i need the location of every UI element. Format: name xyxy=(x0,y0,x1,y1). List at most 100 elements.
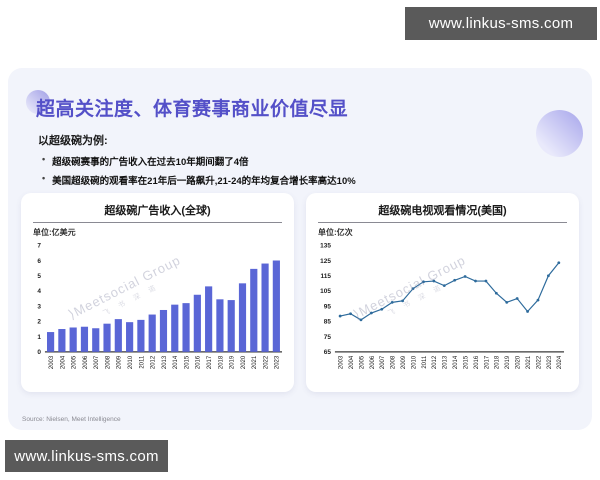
line-chart-card: 超级碗电视观看情况(美国) 单位:亿次 ⟩Meetsocial Group 飞 … xyxy=(306,193,579,392)
x-tick-label: 2016 xyxy=(196,355,202,369)
bullet-dot-icon: • xyxy=(42,173,46,183)
slide-title: 超高关注度、体育赛事商业价值尽显 xyxy=(36,99,349,120)
x-tick-label: 2005 xyxy=(72,355,78,369)
bar xyxy=(92,328,100,352)
x-tick-label: 2023 xyxy=(275,355,281,369)
y-tick-label: 135 xyxy=(320,243,331,250)
data-point xyxy=(536,298,540,302)
bar xyxy=(171,304,179,352)
x-tick-label: 2022 xyxy=(536,355,542,369)
title-underline xyxy=(318,222,567,223)
x-tick-label: 2008 xyxy=(105,355,111,369)
bullet-item: • 超级碗赛事的广告收入在过去10年期间翻了4倍 xyxy=(42,154,592,168)
x-tick-label: 2006 xyxy=(370,355,376,369)
data-point xyxy=(380,307,384,311)
y-tick-label: 85 xyxy=(324,319,332,326)
data-point xyxy=(422,280,425,284)
x-tick-label: 2014 xyxy=(453,355,459,369)
source-note: Source: Nielsen, Meet Intelligence xyxy=(22,416,121,423)
y-tick-label: 4 xyxy=(37,288,41,295)
x-tick-label: 2003 xyxy=(49,355,55,369)
x-tick-label: 2005 xyxy=(359,355,365,369)
title-underline xyxy=(33,222,282,223)
bar xyxy=(126,322,134,352)
y-tick-label: 105 xyxy=(320,288,331,295)
corner-decor-circle xyxy=(536,110,583,157)
x-tick-label: 2019 xyxy=(230,355,236,369)
x-tick-label: 2020 xyxy=(516,355,522,369)
y-tick-label: 7 xyxy=(37,243,41,250)
x-tick-label: 2013 xyxy=(162,355,168,369)
x-tick-label: 2021 xyxy=(252,355,258,369)
x-tick-label: 2010 xyxy=(128,355,134,369)
data-point xyxy=(515,297,519,300)
x-tick-label: 2017 xyxy=(484,355,490,369)
x-tick-label: 2020 xyxy=(241,355,247,369)
x-tick-label: 2011 xyxy=(139,355,145,369)
data-point xyxy=(369,311,373,315)
y-tick-label: 6 xyxy=(37,258,41,265)
line-series xyxy=(340,262,560,321)
line-chart: 65 75 85 95 105 115 125 135 2003 2004 2005 2006 2007… xyxy=(320,243,565,369)
x-tick-label: 2014 xyxy=(173,355,179,369)
data-point xyxy=(411,287,415,291)
x-tick-label: 2012 xyxy=(432,355,438,369)
x-tick-label: 2007 xyxy=(94,355,100,369)
bullet-text: 美国超级碗的观看率在21年后一路飙升,21-24的年均复合增长率高达10% xyxy=(52,176,356,187)
x-tick-label: 2010 xyxy=(411,355,417,369)
bar xyxy=(137,319,145,352)
data-point xyxy=(349,312,352,316)
bullet-dot-icon: • xyxy=(42,154,46,164)
y-tick-label: 2 xyxy=(37,319,41,326)
y-tick-label: 95 xyxy=(324,303,332,310)
y-tick-label: 115 xyxy=(321,273,332,280)
line-chart-unit-label: 单位:亿次 xyxy=(318,228,353,237)
y-tick-label: 3 xyxy=(37,303,41,310)
data-point xyxy=(484,279,488,283)
site-url-badge-top: www.linkus-sms.com xyxy=(405,7,597,40)
charts-row: 超级碗广告收入(全球) 单位:亿美元 ⟩Meetsocial Group 飞 书… xyxy=(8,193,592,392)
bar xyxy=(182,303,190,352)
data-point xyxy=(453,278,457,282)
x-tick-label: 2009 xyxy=(401,355,407,369)
slide-subtitle: 以超级碗为例: xyxy=(38,135,108,147)
bullet-text: 超级碗赛事的广告收入在过去10年期间翻了4倍 xyxy=(52,157,249,168)
x-tick-label: 2003 xyxy=(339,355,345,369)
bar xyxy=(205,286,213,352)
x-tick-label: 2024 xyxy=(557,355,563,369)
x-tick-label: 2019 xyxy=(505,355,511,369)
data-point xyxy=(359,318,363,322)
bar xyxy=(250,268,258,352)
bar xyxy=(47,332,55,352)
x-tick-label: 2011 xyxy=(422,355,428,369)
x-tick-label: 2009 xyxy=(117,355,123,369)
slide-card: 超高关注度、体育赛事商业价值尽显 以超级碗为例: • 超级碗赛事的广告收入在过去… xyxy=(8,68,592,430)
line-chart-title: 超级碗电视观看情况(美国) xyxy=(378,205,507,217)
x-tick-label: 2012 xyxy=(151,355,157,369)
x-tick-label: 2023 xyxy=(547,355,553,369)
x-tick-label: 2017 xyxy=(207,355,213,369)
data-point xyxy=(494,291,498,295)
y-tick-label: 5 xyxy=(37,273,41,280)
x-tick-label: 2008 xyxy=(391,355,397,369)
y-tick-label: 125 xyxy=(320,258,331,265)
data-point xyxy=(547,274,550,278)
data-point xyxy=(557,261,561,265)
y-tick-label: 1 xyxy=(37,334,41,341)
data-point xyxy=(390,300,394,304)
y-tick-label: 0 xyxy=(37,349,41,356)
bar-chart-title: 超级碗广告收入(全球) xyxy=(104,205,211,217)
x-tick-label: 2007 xyxy=(380,355,386,369)
x-tick-label: 2021 xyxy=(526,355,532,369)
x-tick-label: 2016 xyxy=(474,355,480,369)
x-tick-label: 2018 xyxy=(495,355,501,369)
bar xyxy=(159,309,168,352)
bar-chart-card: 超级碗广告收入(全球) 单位:亿美元 ⟩Meetsocial Group 飞 书… xyxy=(21,193,294,392)
x-tick-label: 2022 xyxy=(263,355,269,369)
bar xyxy=(238,283,247,352)
bar xyxy=(69,327,77,352)
bar xyxy=(114,319,122,352)
x-tick-label: 2006 xyxy=(83,355,89,369)
x-tick-label: 2018 xyxy=(218,355,224,369)
